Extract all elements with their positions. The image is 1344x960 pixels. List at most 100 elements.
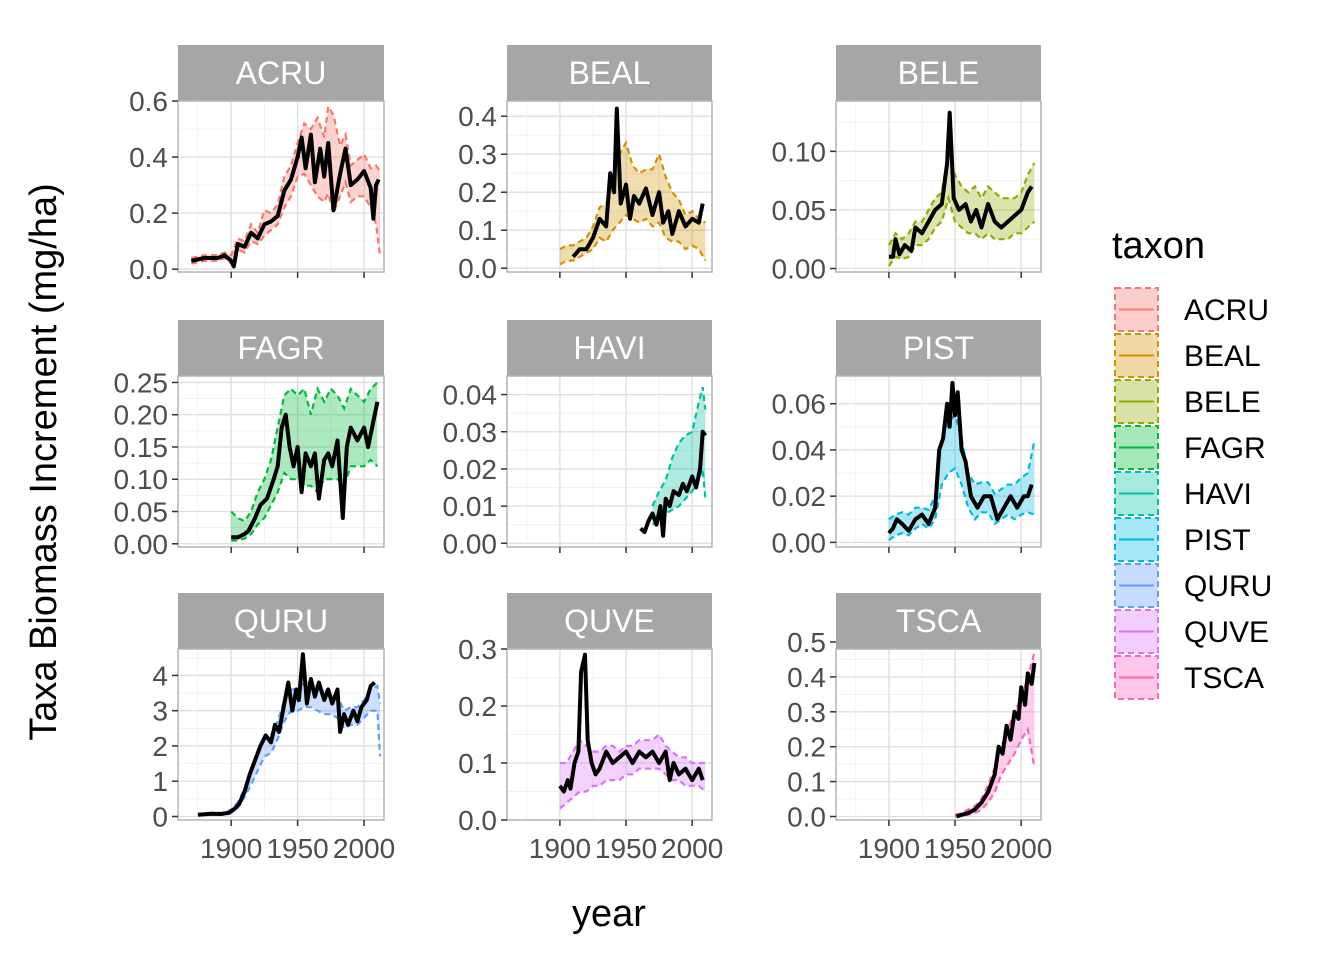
x-tick-label: 1950 [266, 833, 328, 864]
series-lower-fagr [231, 458, 379, 542]
panel-background [836, 101, 1041, 272]
y-tick-label: 0.2 [787, 732, 826, 763]
y-tick-label: 0.4 [787, 662, 826, 693]
y-tick-label: 0.6 [129, 86, 168, 117]
facet-bele: BELE 0.00 0.05 0.10 [772, 45, 1042, 284]
y-tick-label: 0.0 [129, 254, 168, 285]
facet-strip-label: BEAL [569, 55, 651, 91]
series-lower-quru [197, 706, 382, 817]
facet-beal: BEAL 0.0 0.1 0.2 0.3 0.4 [458, 45, 713, 284]
series-upper-pist [888, 413, 1036, 521]
panel-background [178, 649, 384, 820]
series-mean-bele [888, 110, 1034, 259]
legend-item-acru: ACRU [1114, 287, 1269, 332]
y-tick-label: 0.3 [787, 697, 826, 728]
y-tick-label: 0.02 [772, 481, 827, 512]
series-lower-quve [559, 767, 707, 810]
x-tick-label: 1900 [858, 833, 920, 864]
legend-item-pist: PIST [1114, 517, 1251, 562]
y-tick-label: 0.1 [458, 215, 497, 246]
series-upper-bele [887, 151, 1036, 246]
facet-strip [507, 320, 712, 376]
series-upper-havi [651, 386, 707, 507]
y-tick-label: 0.3 [458, 634, 497, 665]
y-tick-label: 0.04 [443, 380, 498, 411]
facet-strip [507, 593, 712, 649]
y-tick-label: 0.0 [787, 802, 826, 833]
legend-item-quru: QURU [1114, 563, 1272, 608]
panel-border [506, 648, 713, 821]
facet-fagr: FAGR 0.000.050.100.150.200.25 [114, 320, 385, 560]
facet-strip [507, 45, 712, 101]
y-tick-label: 0.05 [114, 497, 169, 528]
y-tick-label: 0 [152, 801, 168, 832]
panel-border [506, 100, 713, 273]
legend-item-quve: QUVE [1114, 609, 1269, 654]
panel-border [177, 100, 385, 273]
y-tick-label: 0.0 [458, 805, 497, 836]
facet-quru: QURU 0 1 2 3 4 1900 1950 2000 [152, 593, 395, 864]
legend-label: BEAL [1184, 340, 1261, 373]
series-upper-acru [191, 103, 381, 260]
y-tick-label: 0.06 [772, 389, 827, 420]
x-tick-label: 1950 [924, 833, 986, 864]
y-tick-label: 0.05 [772, 195, 827, 226]
y-tick-label: 0.0 [458, 253, 497, 284]
y-tick-label: 0.00 [772, 253, 827, 284]
facet-strip [836, 593, 1041, 649]
facet-strip [836, 320, 1041, 376]
legend-item-tsca: TSCA [1114, 655, 1264, 700]
y-tick-label: 0.20 [114, 400, 169, 431]
legend-item-havi: HAVI [1114, 471, 1252, 516]
legend-item-bele: BELE [1114, 379, 1261, 424]
facet-acru: ACRU 0.0 0.2 0.4 0.6 [129, 45, 385, 285]
series-upper-beal [559, 140, 706, 251]
x-axis-title: year [572, 893, 646, 935]
series-upper-fagr [230, 381, 379, 523]
series-mean-pist [887, 380, 1034, 535]
panel-background [178, 376, 384, 547]
y-tick-label: 1 [152, 766, 168, 797]
y-tick-label: 0.03 [443, 417, 498, 448]
x-tick-label: 2000 [333, 833, 395, 864]
legend-label: BELE [1184, 386, 1261, 419]
y-tick-label: 4 [152, 660, 168, 691]
panel-border [835, 375, 1042, 548]
panel-border [177, 375, 385, 548]
facet-strip-label: TSCA [896, 603, 982, 639]
y-tick-label: 0.4 [129, 142, 168, 173]
gridlines [178, 649, 384, 820]
legend-label: QUVE [1184, 616, 1269, 649]
panel-border [835, 648, 1042, 821]
y-tick-label: 0.4 [458, 101, 497, 132]
y-tick-label: 0.02 [443, 454, 498, 485]
panel-border [506, 375, 713, 548]
facet-strip-label: HAVI [573, 330, 645, 366]
y-tick-label: 0.2 [458, 691, 497, 722]
y-tick-label: 0.15 [114, 432, 169, 463]
legend-items: ACRU BEAL BELE FAGR HAVI PIST QURU QUVE TSCA [1114, 287, 1272, 700]
y-tick-label: 0.2 [458, 177, 497, 208]
series-mean-fagr [231, 401, 380, 540]
legend-label: PIST [1184, 524, 1251, 557]
facet-panels: ACRU 0.0 0.2 0.4 0.6 BEAL 0.0 0.1 0.2 0.3 0.4 BELE 0… [114, 45, 1052, 864]
series-mean-tsca [955, 662, 1037, 819]
series-mean-quru [197, 652, 377, 817]
facet-strip [836, 45, 1041, 101]
series-mean-acru [190, 132, 381, 269]
facet-quve: QUVE 0.0 0.1 0.2 0.3 1900 1950 2000 [458, 593, 723, 864]
y-tick-label: 0.2 [129, 198, 168, 229]
facet-strip-label: QURU [234, 603, 328, 639]
facet-strip [178, 320, 384, 376]
legend-item-beal: BEAL [1114, 333, 1261, 378]
legend-label: FAGR [1184, 432, 1266, 465]
facet-tsca: TSCA 0.0 0.1 0.2 0.3 0.4 0.5 1900 1950 2000 [787, 593, 1052, 864]
y-tick-label: 3 [152, 696, 168, 727]
facet-pist: PIST 0.00 0.02 0.04 0.06 [772, 320, 1042, 558]
x-tick-label: 1900 [529, 833, 591, 864]
panel-background [507, 376, 712, 547]
facet-havi: HAVI 0.00 0.01 0.02 0.03 0.04 [443, 320, 713, 559]
legend-label: TSCA [1184, 662, 1264, 695]
y-tick-label: 0.00 [443, 528, 498, 559]
